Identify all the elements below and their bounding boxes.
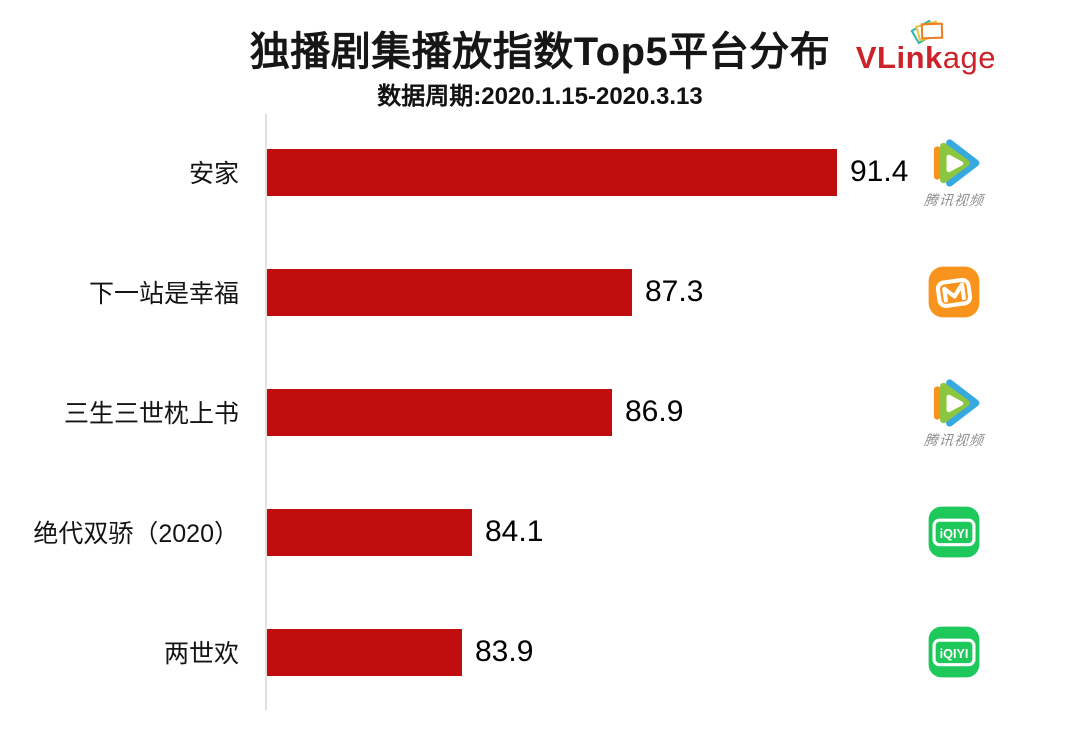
logo-text-bold: VLink (855, 40, 943, 75)
iqiyi-icon: iQIYI (925, 623, 983, 681)
category-label: 安家 (188, 160, 239, 188)
value-label: 86.9 (625, 395, 684, 428)
logo-text-light: age (942, 40, 996, 75)
chart-row: 下一站是幸福 87.3 (0, 232, 1080, 352)
bar-chart: 安家 91.4 腾讯视频 下一站是幸福 87.3 三生三世枕上书 86. (0, 112, 1080, 712)
chart-rows: 安家 91.4 腾讯视频 下一站是幸福 87.3 三生三世枕上书 86. (0, 112, 1080, 712)
category-label: 下一站是幸福 (88, 280, 239, 308)
tencent-video-caption: 腾讯视频 (923, 191, 985, 208)
iqiyi-wordmark: iQIYI (940, 647, 969, 661)
chart-row: 两世欢 83.9 iQIYI (0, 592, 1080, 712)
platform-icon-slot: 腾讯视频 (906, 112, 1002, 232)
tencent-video-icon: 腾讯视频 (923, 135, 985, 210)
bar (267, 628, 462, 676)
chart-subtitle: 数据周期:2020.1.15-2020.3.13 (377, 83, 703, 110)
category-label: 三生三世枕上书 (63, 400, 239, 428)
platform-icon-slot: iQIYI (906, 472, 1002, 592)
platform-icon-slot: 腾讯视频 (906, 352, 1002, 472)
iqiyi-icon: iQIYI (925, 503, 983, 561)
chart-row: 安家 91.4 腾讯视频 (0, 112, 1080, 232)
chart-header: 独播剧集播放指数Top5平台分布 VLinkage 数据周期:2020.1.15… (0, 0, 1080, 112)
value-label: 87.3 (645, 275, 704, 308)
category-label: 绝代双骄（2020） (33, 520, 239, 548)
chart-row: 绝代双骄（2020） 84.1 iQIYI (0, 472, 1080, 592)
value-label: 91.4 (850, 155, 909, 188)
value-label: 83.9 (475, 635, 534, 668)
value-label: 84.1 (485, 515, 544, 548)
platform-icon-slot: iQIYI (906, 592, 1002, 712)
bar (267, 388, 612, 436)
y-axis-line (265, 114, 267, 710)
bar (267, 508, 472, 556)
category-label: 两世欢 (163, 640, 239, 668)
vlinkage-logo: VLinkage (855, 19, 996, 76)
chart-title: 独播剧集播放指数Top5平台分布 (249, 30, 831, 74)
mango-tv-icon (925, 263, 983, 321)
bar (267, 148, 837, 196)
tencent-video-caption: 腾讯视频 (923, 431, 985, 448)
bar (267, 268, 632, 316)
platform-icon-slot (906, 232, 1002, 352)
chart-row: 三生三世枕上书 86.9 腾讯视频 (0, 352, 1080, 472)
vlinkage-fan-icon (910, 19, 944, 45)
tencent-video-icon: 腾讯视频 (923, 375, 985, 450)
iqiyi-wordmark: iQIYI (940, 527, 969, 541)
